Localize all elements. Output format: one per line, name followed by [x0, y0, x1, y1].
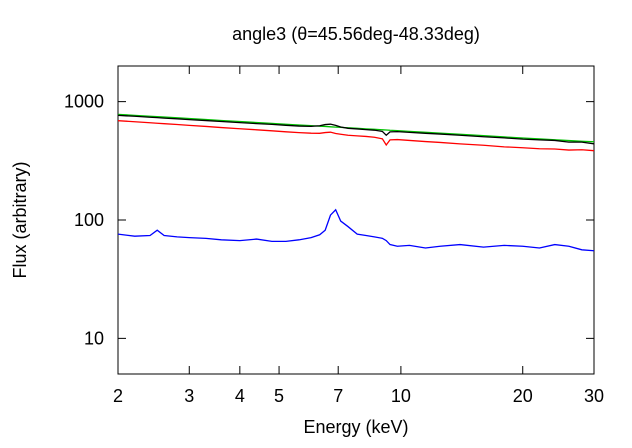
- series-line: [118, 120, 594, 152]
- series-line: [118, 208, 594, 252]
- x-tick-label: 3: [184, 386, 194, 406]
- x-axis-label: Energy (keV): [303, 417, 408, 437]
- y-tick-label: 10: [84, 328, 104, 348]
- plot-frame: [117, 65, 595, 375]
- y-tick-label: 100: [74, 210, 104, 230]
- x-tick-label: 10: [391, 386, 411, 406]
- series-line: [118, 114, 594, 145]
- x-tick-label: 2: [113, 386, 123, 406]
- y-axis-label: Flux (arbitrary): [10, 161, 30, 278]
- x-tick-label: 30: [584, 386, 604, 406]
- y-tick-label: 1000: [64, 92, 104, 112]
- x-tick-label: 7: [333, 386, 343, 406]
- x-tick-label: 5: [274, 386, 284, 406]
- x-tick-label: 20: [513, 386, 533, 406]
- chart-title: angle3 (θ=45.56deg-48.33deg): [232, 24, 480, 44]
- x-tick-label: 4: [235, 386, 245, 406]
- series-line: [118, 113, 594, 143]
